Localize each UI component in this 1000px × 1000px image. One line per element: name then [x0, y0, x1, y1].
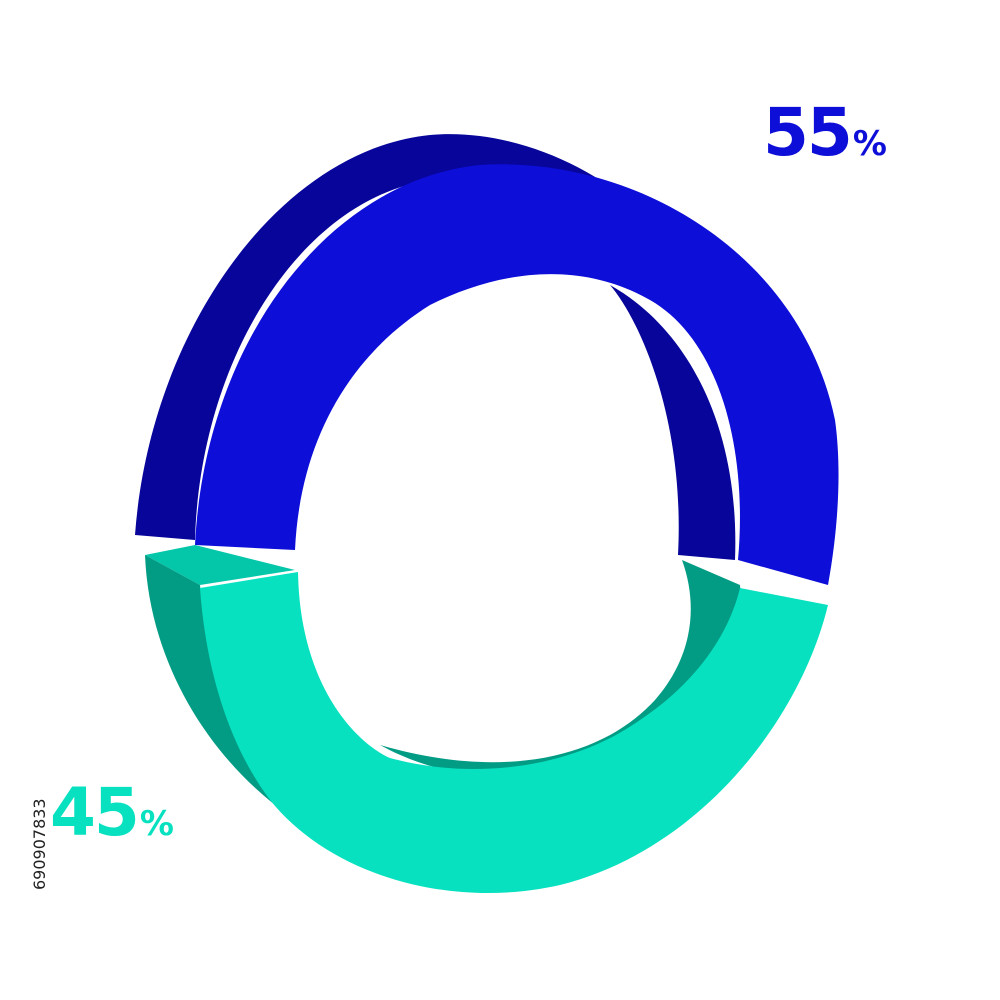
slice-45-label: 45% [50, 780, 174, 846]
slice-45-face [200, 572, 828, 894]
slice-55-face [195, 164, 839, 585]
slice-55-value: 55 [763, 94, 853, 171]
slice-45-cut-face [145, 545, 295, 585]
watermark-id: 690907833 [30, 798, 49, 890]
slice-55-side [135, 134, 640, 541]
slice-45-side [145, 555, 350, 845]
slice-55-percent [135, 134, 839, 585]
slice-55-label: 55% [763, 100, 887, 166]
slice-55-inner-side [610, 285, 736, 560]
slice-55-unit: % [852, 124, 887, 164]
slice-45-value: 45 [50, 774, 140, 851]
slice-45-percent [145, 545, 828, 894]
slice-45-unit: % [139, 804, 174, 844]
